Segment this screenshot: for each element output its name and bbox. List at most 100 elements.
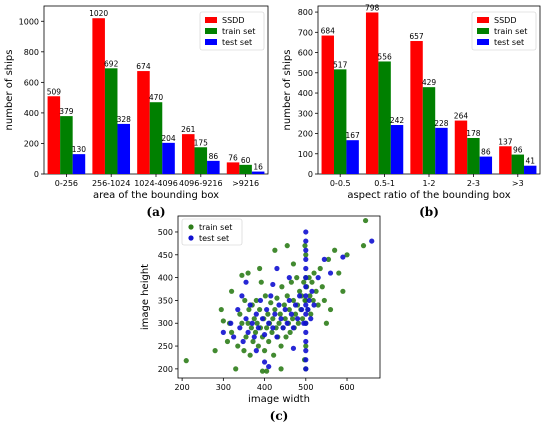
bar [378,61,391,175]
legend: SSDD train set test set [199,11,265,51]
scatter-point [284,243,290,249]
data-label: 86 [481,148,491,157]
bar [499,146,512,174]
scatter-point [183,358,189,364]
scatter-point [247,352,253,358]
scatter-point [224,338,231,345]
data-label: 684 [321,27,336,36]
scatter-point [332,247,338,253]
axes-frame [175,215,381,381]
y-tick-label: 600 [24,78,39,87]
scatter-point [257,265,263,272]
scatter-point [266,363,272,370]
scatter-point [282,306,288,313]
scatter-point [274,334,280,340]
x-tick-label: 500 [298,383,313,392]
scatter-point [255,343,261,349]
scatter-point [303,229,309,235]
scatter-point [231,334,237,340]
scatter-point [278,343,284,349]
scatter-point [286,275,292,281]
data-label: 328 [117,115,132,124]
bar [251,171,265,174]
scatter-point [303,302,309,308]
legend-swatch [205,39,217,45]
scatter-point [220,329,226,335]
bar [422,87,436,174]
scatter-point [344,252,350,258]
y-tick-label: 400 [24,109,39,118]
scatter-point [325,256,332,262]
scatter-point [243,316,249,322]
scatter-point [245,320,251,326]
y-tick-label: 450 [158,251,173,260]
scatter-point [268,293,274,299]
scatter-point [292,311,299,317]
x-tick-label: 0-256 [55,179,78,188]
scatter-point [266,320,272,326]
scatter-point [327,270,334,276]
legend: SSDD train set test set [471,11,537,51]
x-axis-label: image width [248,394,310,405]
data-label: 517 [333,60,348,69]
x-tick-label: >9216 [232,179,259,188]
y-tick-label: 500 [298,69,313,78]
scatter-point [269,329,275,335]
y-tick-label: 400 [158,274,173,283]
bar [511,154,525,174]
data-label: 657 [409,32,424,41]
bar [410,41,423,174]
scatter-point [255,325,261,331]
scatter-point [301,279,307,285]
bar [321,35,334,175]
x-tick-label: 2-3 [467,179,480,188]
y-axis-label: image height [140,264,151,330]
data-label: 96 [513,146,523,155]
scatter-point [228,329,235,335]
bar [47,96,61,174]
data-label: 86 [209,152,219,161]
x-tick-label: 4096-9216 [179,179,223,188]
scatter-point [303,348,309,354]
scatter-point [264,368,270,374]
scatter-point [303,238,309,244]
scatter-point [241,348,247,354]
data-label: 261 [181,125,196,134]
panel-label: (a) [146,205,165,219]
y-tick-label: 0 [34,170,39,179]
scatter-point [250,338,256,345]
scatter-point [237,311,243,317]
y-tick-label: 1000 [19,17,39,26]
bar-marks: 684 517 167 798 556 242 657 429 228 264 178 86 13796… [321,3,537,175]
scatter-point [249,320,255,326]
y-tick-label: 300 [158,319,173,328]
data-label: 556 [377,52,392,61]
scatter-point [323,320,330,326]
scatter-point [239,272,245,278]
bar [239,164,252,174]
scatter-point [292,302,299,308]
scatter-point [261,332,268,338]
scatter-point [237,325,243,331]
legend-swatch [188,235,194,241]
data-label: 76 [228,153,238,162]
bar [346,140,359,174]
scatter-point [327,306,334,313]
scatter-point [272,311,278,317]
scatter-point [276,302,282,308]
legend-box [181,218,243,246]
scatter-point [281,302,287,308]
scatter-point [303,311,309,317]
scatter-point [303,320,309,326]
x-tick-label: 0.5-1 [374,179,395,188]
bar [454,120,468,174]
scatter-point [245,329,251,335]
scatter-point [369,238,375,244]
scatter-point [242,297,248,304]
scatter-point [212,348,218,354]
data-label: 178 [466,129,481,138]
scatter-point [252,329,259,335]
scatter-point [311,302,317,308]
bar [467,137,480,174]
